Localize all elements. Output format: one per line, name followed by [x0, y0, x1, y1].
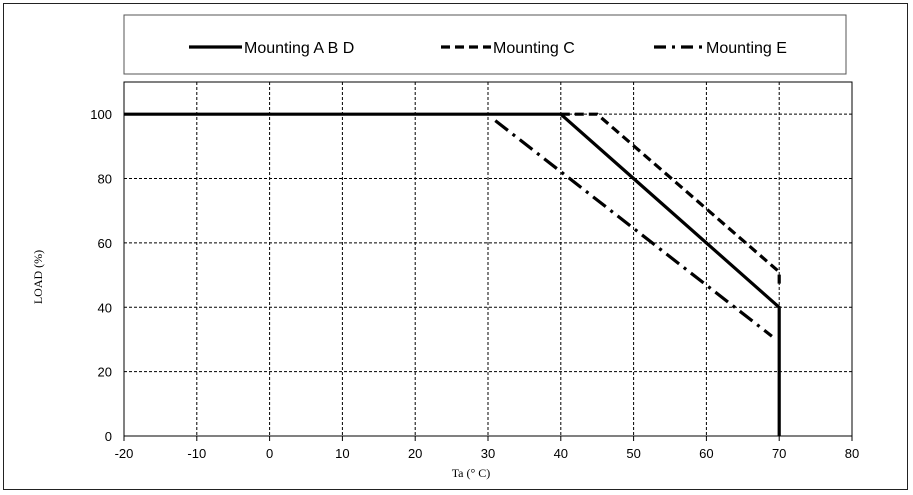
x-tick-label: 80 [845, 446, 859, 461]
y-axis-title: LOAD (%) [31, 250, 45, 304]
x-tick-label: 10 [335, 446, 349, 461]
x-tick-label: 40 [554, 446, 568, 461]
x-tick-label: 70 [772, 446, 786, 461]
legend-entries: Mounting A B D Mounting C Mounting E [189, 40, 787, 57]
y-tick-label: 40 [98, 300, 112, 315]
legend-label-2: Mounting C [493, 40, 575, 57]
x-tick-label: -10 [187, 446, 206, 461]
x-tick-label: 30 [481, 446, 495, 461]
series-layer [124, 112, 781, 436]
legend-label-3: Mounting E [706, 40, 787, 57]
y-tick-label: 80 [98, 172, 112, 187]
grid [124, 82, 852, 436]
series-line-3 [494, 119, 773, 338]
x-tick-label: 50 [626, 446, 640, 461]
x-tick-label: 0 [266, 446, 273, 461]
tick-labels: -20 -10 0 10 20 30 40 50 60 70 80 0 20 40 60 80 100 [90, 107, 859, 461]
y-tick-label: 60 [98, 236, 112, 251]
axes [123, 81, 853, 441]
x-tick-label: 20 [408, 446, 422, 461]
x-axis-title: Ta (° C) [452, 466, 491, 480]
chart-frame: -20 -10 0 10 20 30 40 50 60 70 80 0 20 40 60 80 100 Moun… [3, 3, 908, 490]
series-line-2 [560, 112, 781, 285]
y-tick-label: 20 [98, 365, 112, 380]
x-tick-label: -20 [115, 446, 134, 461]
x-tick-label: 60 [699, 446, 713, 461]
y-tick-label: 0 [105, 429, 112, 444]
legend-border [123, 14, 847, 75]
derating-chart: -20 -10 0 10 20 30 40 50 60 70 80 0 20 40 60 80 100 Moun… [31, 14, 859, 480]
series-line-1 [124, 112, 781, 436]
y-tick-label: 100 [90, 107, 112, 122]
legend-label-1: Mounting A B D [244, 40, 354, 57]
legend [123, 14, 847, 75]
